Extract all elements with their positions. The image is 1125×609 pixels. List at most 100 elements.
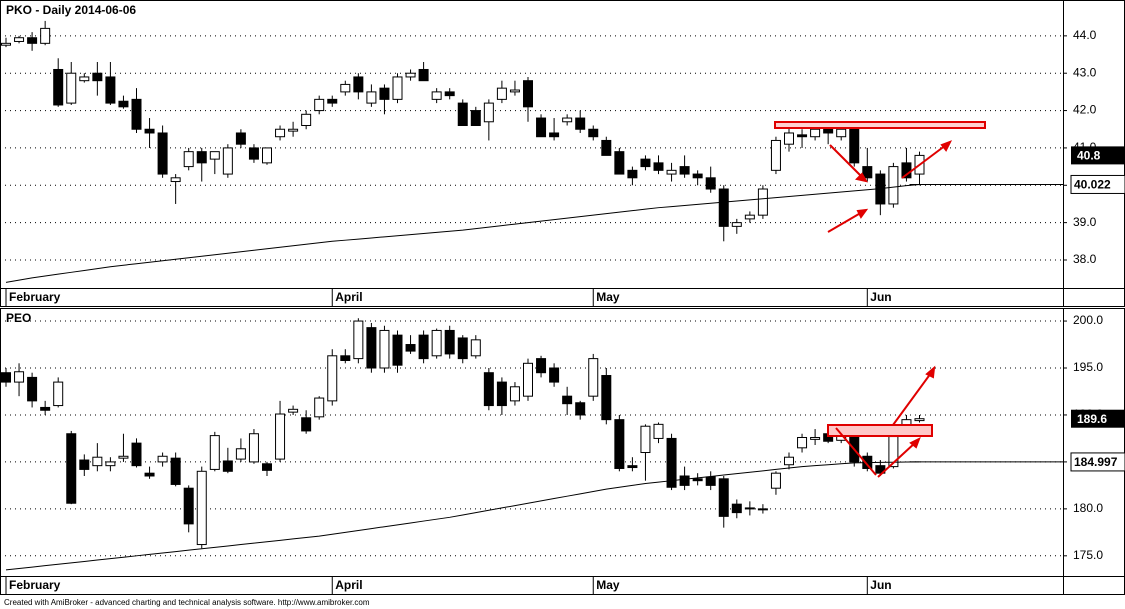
candle-body [823,128,834,134]
candle-body [327,98,338,104]
candle-body [679,475,690,486]
candle-body [588,358,599,397]
candle-body [340,355,351,361]
candle-body [666,169,677,175]
candle-body [797,436,808,449]
candle-body [836,128,847,138]
candle-body [183,151,194,168]
y-tick-label: 42.0 [1073,103,1097,117]
candle-body [470,110,481,127]
candle-body [53,381,64,407]
candle-body [105,461,116,467]
candle-body [718,478,729,517]
arrow [835,427,877,476]
arrow [901,144,947,179]
candle-body [614,151,625,175]
candle-body [601,375,612,421]
candle-body [575,402,586,416]
candle-body [562,395,573,405]
candle-body [483,372,494,407]
candle-body [14,37,25,42]
candle-body [627,169,638,179]
candle-body [353,320,364,360]
candle-body [144,128,155,134]
x-tick-label: Jun [870,578,891,592]
candle-body [523,362,533,397]
candle-body [40,27,51,44]
candle-body [379,87,390,100]
candle-body [105,76,116,104]
candle-body [92,456,103,467]
candle-body [731,222,742,227]
x-tick-label: April [335,578,362,592]
moving-average [5,461,920,571]
arrow-head [856,208,869,219]
candle-body [170,457,181,485]
candle-body [222,147,233,175]
candle-body [183,487,194,525]
candle-body [418,334,429,360]
y-tick-label: 38.0 [1073,252,1097,266]
candle-body [496,87,507,100]
candle-body [209,151,220,160]
candle-body [549,367,560,383]
candle-body [470,339,481,357]
candle-body [562,117,573,123]
candle-body [457,102,468,127]
candle-body [248,147,259,160]
candle-body [301,113,312,127]
candle-body [705,177,716,190]
candle-body [810,128,821,138]
candle-body [1,372,11,383]
candle-body [366,91,377,104]
candle-body [509,89,520,93]
candle-body [118,455,129,459]
candle-body [849,125,860,164]
x-tick-label: May [596,290,620,304]
candle-body [784,456,794,466]
candle-body [431,91,442,100]
candle-body [27,37,38,44]
ma-badge [1070,174,1125,194]
candle-body [653,423,664,439]
candle-body [40,406,51,411]
candle-body [379,329,390,369]
candle-body [523,80,533,108]
candle-body [66,72,77,104]
candle-body [692,173,703,179]
candle-body [235,448,246,460]
candle-body [666,437,677,488]
ma-label: 184.997 [1074,455,1118,469]
candle-body [79,459,90,470]
candle-body [27,376,38,402]
candle-body [601,139,612,156]
close-label: 189.6 [1077,412,1107,426]
candle-body [405,72,416,78]
candle-body [235,132,246,145]
candle-body [862,166,873,179]
candle-body [797,134,808,138]
x-tick-label: February [9,578,61,592]
candle-body [718,188,729,227]
ma-badge [1070,452,1125,472]
candle-body [392,76,403,100]
candle-body [575,117,586,130]
ma-label: 40.022 [1074,178,1111,192]
candle-body [196,151,207,164]
arrow [877,441,917,478]
y-tick-label: 44.0 [1073,28,1097,42]
candle-body [340,83,351,93]
y-tick-label: 175.0 [1073,548,1103,562]
candle-body [196,470,207,546]
candle-body [157,132,168,175]
candle-body [483,102,494,123]
candle-body [275,128,286,138]
candle-body [14,371,25,383]
candle-body [275,413,286,460]
candle-body [640,425,651,454]
close-badge [1071,409,1125,428]
candle-body [457,337,468,360]
candle-body [222,460,233,472]
panel-title: PEO [6,311,31,325]
candle-body [248,433,259,463]
